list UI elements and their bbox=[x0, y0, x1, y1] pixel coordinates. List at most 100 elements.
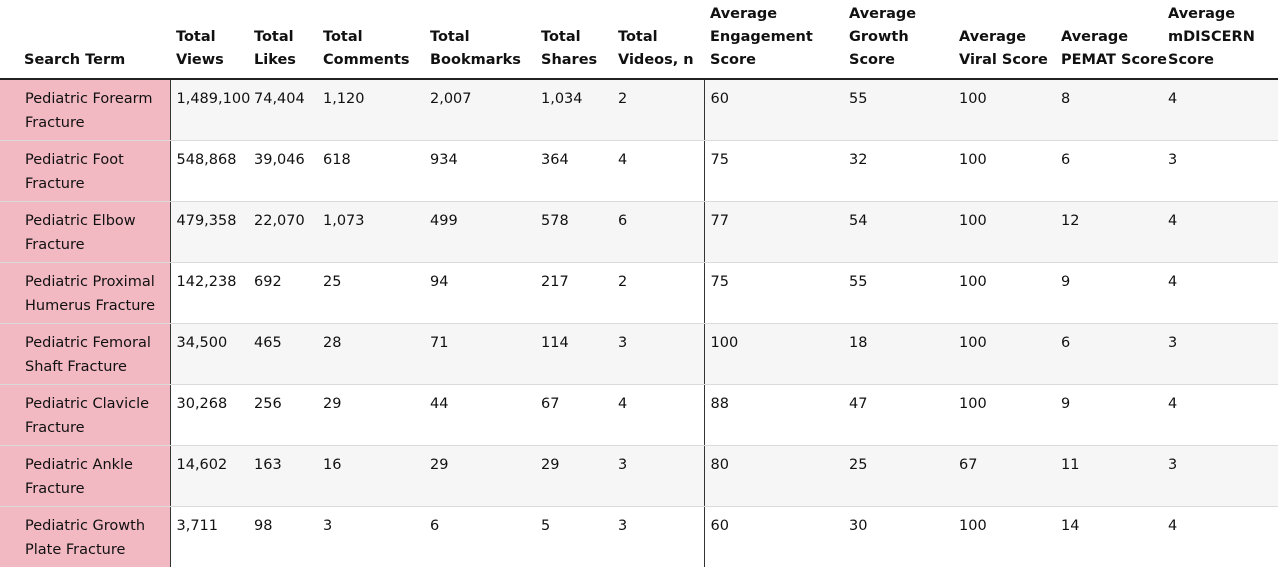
table-cell: 364 bbox=[541, 141, 618, 202]
table-cell: 114 bbox=[541, 324, 618, 385]
table-cell: 39,046 bbox=[254, 141, 323, 202]
table-cell: 256 bbox=[254, 385, 323, 446]
table-cell: 47 bbox=[849, 385, 959, 446]
table-cell: 142,238 bbox=[170, 263, 254, 324]
table-cell: 100 bbox=[959, 324, 1061, 385]
table-cell: 6 bbox=[430, 507, 541, 567]
header-line: Average bbox=[710, 6, 777, 22]
table-cell: 3 bbox=[1168, 141, 1278, 202]
table-cell: 4 bbox=[1168, 385, 1278, 446]
table-cell: 3 bbox=[618, 324, 704, 385]
header-line: Total bbox=[430, 29, 470, 45]
column-header: Total Comments bbox=[323, 0, 430, 79]
search-term-line: Pediatric Growth bbox=[25, 518, 145, 534]
table-cell: 618 bbox=[323, 141, 430, 202]
header-line: Total bbox=[176, 29, 216, 45]
table-cell: 4 bbox=[1168, 79, 1278, 141]
search-term-line: Humerus Fracture bbox=[25, 298, 155, 314]
table-cell: 9 bbox=[1061, 385, 1168, 446]
table-cell: 4 bbox=[1168, 263, 1278, 324]
column-header: Total Views bbox=[170, 0, 254, 79]
table-cell: 100 bbox=[959, 141, 1061, 202]
search-term-line: Pediatric Femoral bbox=[25, 335, 151, 351]
table-cell: 934 bbox=[430, 141, 541, 202]
table-cell: 8 bbox=[1061, 79, 1168, 141]
header-line: Total bbox=[541, 29, 581, 45]
table-cell: 67 bbox=[541, 385, 618, 446]
table-cell: 4 bbox=[618, 385, 704, 446]
header-line: Average bbox=[959, 29, 1026, 45]
table-cell: 1,489,100 bbox=[170, 79, 254, 141]
table-cell: 4 bbox=[618, 141, 704, 202]
search-term-line: Pediatric Forearm bbox=[25, 91, 153, 107]
header-line: Growth bbox=[849, 29, 909, 45]
table-cell: 28 bbox=[323, 324, 430, 385]
table-cell: 100 bbox=[959, 507, 1061, 567]
table-cell: 75 bbox=[704, 263, 849, 324]
table-cell: 29 bbox=[430, 446, 541, 507]
table-cell: 1,073 bbox=[323, 202, 430, 263]
table-cell: 3 bbox=[618, 446, 704, 507]
header-line: Total bbox=[323, 29, 363, 45]
table-cell: 578 bbox=[541, 202, 618, 263]
table-cell: 55 bbox=[849, 79, 959, 141]
table-cell: 44 bbox=[430, 385, 541, 446]
table-cell: 2 bbox=[618, 79, 704, 141]
table-cell: 4 bbox=[1168, 202, 1278, 263]
table-cell: 29 bbox=[323, 385, 430, 446]
table-cell: 67 bbox=[959, 446, 1061, 507]
table-cell: 100 bbox=[959, 79, 1061, 141]
table-cell: 5 bbox=[541, 507, 618, 567]
table-cell: 14 bbox=[1061, 507, 1168, 567]
table-cell: 692 bbox=[254, 263, 323, 324]
table-cell: 55 bbox=[849, 263, 959, 324]
table-cell: 2 bbox=[618, 263, 704, 324]
table-cell: 217 bbox=[541, 263, 618, 324]
table-cell: 100 bbox=[959, 385, 1061, 446]
table-cell: 479,358 bbox=[170, 202, 254, 263]
table-cell: 18 bbox=[849, 324, 959, 385]
header-line: Videos, n bbox=[618, 52, 694, 68]
header-line: Average bbox=[849, 6, 916, 22]
header-line: Average bbox=[1061, 29, 1128, 45]
table-cell: 94 bbox=[430, 263, 541, 324]
header-line: Views bbox=[176, 52, 224, 68]
search-term-line: Fracture bbox=[25, 176, 85, 192]
table-cell: 30,268 bbox=[170, 385, 254, 446]
search-term-line: Fracture bbox=[25, 115, 85, 131]
header-line: Total bbox=[254, 29, 294, 45]
table-cell: 11 bbox=[1061, 446, 1168, 507]
table-cell: 2,007 bbox=[430, 79, 541, 141]
table-cell: 32 bbox=[849, 141, 959, 202]
table-cell: 1,034 bbox=[541, 79, 618, 141]
table-cell: 60 bbox=[704, 79, 849, 141]
table-cell: 499 bbox=[430, 202, 541, 263]
search-term-line: Fracture bbox=[25, 237, 85, 253]
table-cell: 3 bbox=[618, 507, 704, 567]
header-line: Comments bbox=[323, 52, 410, 68]
header-line: Score bbox=[849, 52, 895, 68]
table-cell: 88 bbox=[704, 385, 849, 446]
table-cell: 29 bbox=[541, 446, 618, 507]
header-line: Total bbox=[618, 29, 658, 45]
table-cell: 6 bbox=[1061, 324, 1168, 385]
header-line: Viral Score bbox=[959, 52, 1048, 68]
table-cell: 100 bbox=[704, 324, 849, 385]
table-cell: 6 bbox=[1061, 141, 1168, 202]
table-cell: 9 bbox=[1061, 263, 1168, 324]
header-line: mDISCERN bbox=[1168, 29, 1255, 45]
